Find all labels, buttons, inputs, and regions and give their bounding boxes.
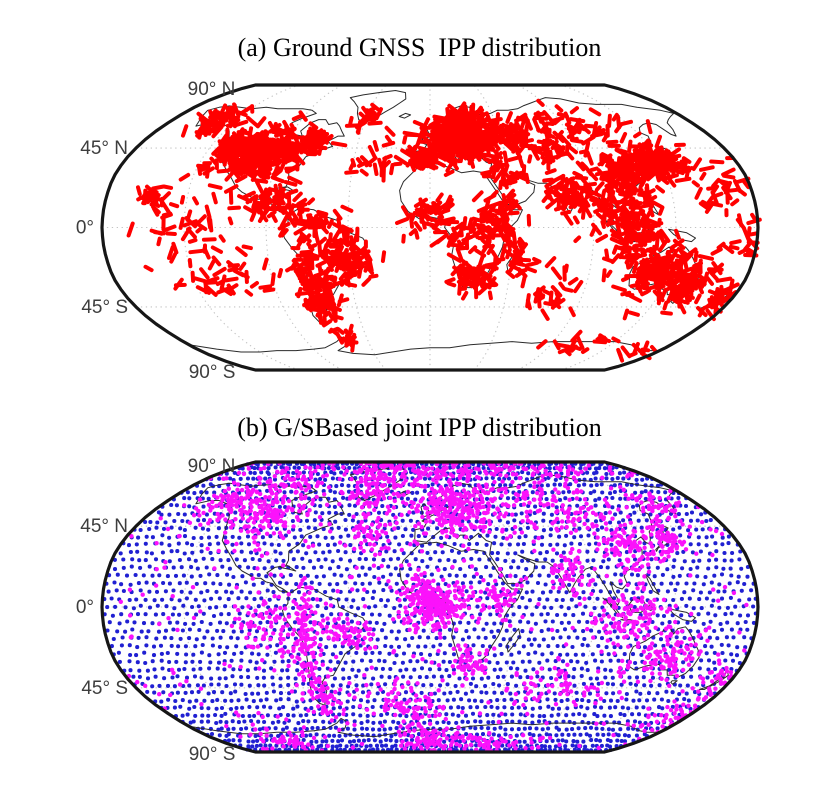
lat-tick-label: 90° N (188, 456, 236, 477)
map-frame (100, 83, 760, 372)
lat-tick-label: 45° S (81, 678, 128, 699)
panel-b-title: (b) G/SBased joint IPP distribution (237, 413, 602, 442)
lat-tick-label: 45° N (80, 138, 128, 159)
ground-ipp-track-layer (126, 98, 762, 363)
lat-tick-label: 0° (76, 218, 94, 239)
lat-tick-label: 45° N (80, 516, 128, 537)
lat-tick-label: 90° N (188, 79, 236, 100)
map-frame (100, 460, 760, 754)
lat-tick-layer: 90° N 45° N 0° 45° S 90° S (76, 456, 236, 765)
lat-tick-label: 45° S (81, 297, 128, 318)
panel-a-map: 90° N 45° N 0° 45° S 90° S (76, 79, 762, 383)
lat-tick-label: 0° (76, 597, 94, 618)
lat-tick-label: 90° S (189, 362, 236, 383)
panel-a-title: (a) Ground GNSS IPP distribution (237, 33, 602, 62)
lat-tick-label: 90° S (189, 744, 236, 765)
lat-tick-layer: 90° N 45° N 0° 45° S 90° S (76, 79, 236, 383)
ground-joint-ipp-layer (118, 461, 749, 753)
panel-b-map: 90° N 45° N 0° 45° S 90° S (76, 456, 760, 765)
